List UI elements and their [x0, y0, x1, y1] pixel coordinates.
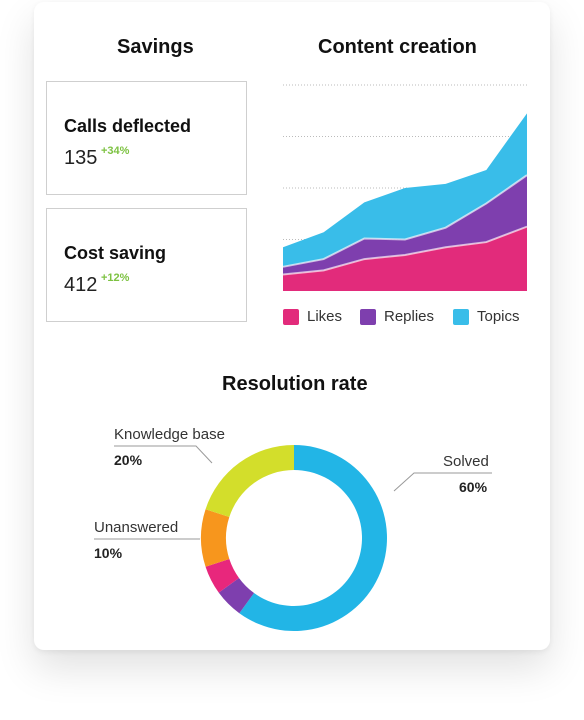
donut-label-solved: Solved — [443, 453, 489, 470]
resolution-rate-title: Resolution rate — [222, 373, 368, 395]
kpi-delta: +12% — [101, 272, 130, 284]
kpi-calls-deflected: Calls deflected 135 +34% — [46, 81, 247, 195]
donut-pct-unanswered: 10% — [94, 545, 123, 561]
legend-label: Topics — [477, 308, 520, 325]
legend-swatch-topics — [453, 309, 469, 325]
donut-pct-solved: 60% — [459, 479, 488, 495]
kpi-delta: +34% — [101, 145, 130, 157]
content-creation-title: Content creation — [318, 36, 477, 58]
legend-swatch-likes — [283, 309, 299, 325]
kpi-label: Calls deflected — [64, 116, 192, 136]
donut-pct-knowledge-base: 20% — [114, 452, 143, 468]
legend-swatch-replies — [360, 309, 376, 325]
kpi-value: 135 — [64, 147, 98, 169]
savings-title: Savings — [117, 36, 194, 58]
donut-label-knowledge-base: Knowledge base — [114, 426, 225, 443]
legend-label: Replies — [384, 308, 435, 325]
kpi-value: 412 — [64, 274, 98, 296]
kpi-label: Cost saving — [64, 243, 167, 263]
legend-label: Likes — [307, 308, 343, 325]
kpi-cost-saving: Cost saving 412 +12% — [46, 208, 247, 322]
donut-label-unanswered: Unanswered — [94, 519, 179, 536]
